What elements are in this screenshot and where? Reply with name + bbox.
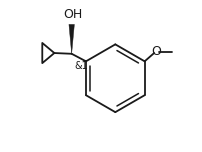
- Polygon shape: [69, 24, 74, 54]
- Text: &1: &1: [74, 60, 88, 71]
- Text: O: O: [151, 45, 161, 58]
- Text: OH: OH: [63, 8, 82, 21]
